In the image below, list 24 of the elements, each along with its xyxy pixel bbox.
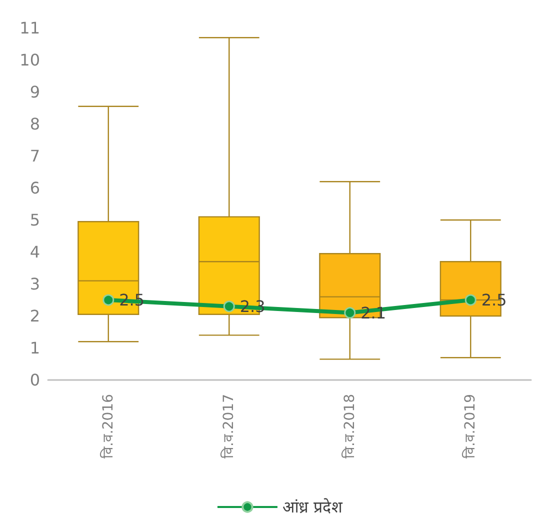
data-label: 2.1 <box>360 303 386 322</box>
y-tick-label: 9 <box>30 82 40 102</box>
x-tick-label: वि.व.2018 <box>340 394 358 459</box>
y-tick-label: 8 <box>30 114 40 134</box>
y-tick-label: 2 <box>30 306 40 326</box>
data-label: 2.3 <box>240 296 266 316</box>
y-tick-label: 10 <box>20 50 40 70</box>
point <box>102 294 114 306</box>
point <box>464 294 476 306</box>
point <box>223 300 235 312</box>
data-label: 2.5 <box>119 290 145 310</box>
y-tick-label: 4 <box>30 242 40 262</box>
point <box>344 307 356 319</box>
x-tick-label: वि.व.2017 <box>220 394 238 459</box>
y-tick-label: 7 <box>30 146 40 166</box>
x-tick-label: वि.व.2019 <box>462 394 479 459</box>
y-tick-label: 5 <box>30 210 40 230</box>
legend-label: आंध्र प्रदेश <box>282 498 344 516</box>
y-tick-label: 6 <box>30 178 40 198</box>
y-tick-label: 11 <box>20 18 40 38</box>
y-tick-label: 3 <box>30 274 40 294</box>
x-tick-label: वि.व.2016 <box>99 394 116 459</box>
y-tick-label: 0 <box>30 370 40 390</box>
y-tick-label: 1 <box>30 338 40 358</box>
